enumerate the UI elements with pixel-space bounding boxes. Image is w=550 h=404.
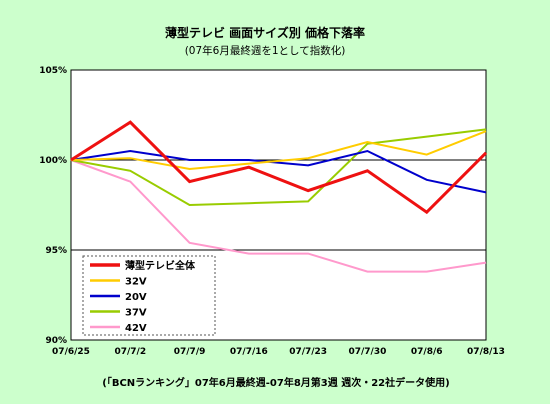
- chart-title: 薄型テレビ 画面サイズ別 価格下落率: [165, 25, 365, 40]
- y-axis-ticks: 105% 100% 95% 90%: [39, 66, 67, 346]
- x-axis-ticks: 07/6/25 07/7/2 07/7/9 07/7/16 07/7/23 07/7/30…: [52, 347, 505, 357]
- x-tick-label: 07/6/25: [52, 347, 90, 357]
- x-tick-label: 07/7/2: [114, 347, 146, 357]
- x-tick-label: 07/7/9: [174, 347, 206, 357]
- legend-label: 32V: [125, 277, 147, 288]
- x-tick-label: 07/7/30: [348, 347, 386, 357]
- series-line-20V: [70, 149, 487, 194]
- x-tick-label: 07/7/16: [230, 347, 268, 357]
- series-line-32V: [70, 130, 487, 171]
- x-tick-label: 07/7/23: [289, 347, 327, 357]
- chart-footnote: (「BCNランキング」07年6月最終週-07年8月第3週 週次・22社データ使用…: [102, 376, 449, 389]
- y-tick-label: 105%: [39, 66, 67, 76]
- y-tick-label: 90%: [45, 336, 67, 346]
- x-tick-label: 07/8/6: [411, 347, 443, 357]
- series-lines: [70, 120, 488, 273]
- legend: 薄型テレビ全体 32V 20V 37V 42V: [82, 255, 216, 336]
- chart-subtitle: (07年6月最終週を1として指数化): [185, 44, 346, 57]
- y-tick-label: 95%: [45, 246, 67, 256]
- series-line-薄型テレビ全体: [70, 120, 488, 215]
- legend-label: 薄型テレビ全体: [125, 259, 196, 272]
- series-line-37V: [70, 128, 487, 207]
- legend-label: 20V: [125, 292, 147, 303]
- legend-label: 42V: [125, 323, 147, 334]
- series-line-42V: [70, 159, 487, 273]
- legend-label: 37V: [125, 308, 147, 319]
- y-tick-label: 100%: [39, 156, 67, 166]
- x-tick-label: 07/8/13: [467, 347, 505, 357]
